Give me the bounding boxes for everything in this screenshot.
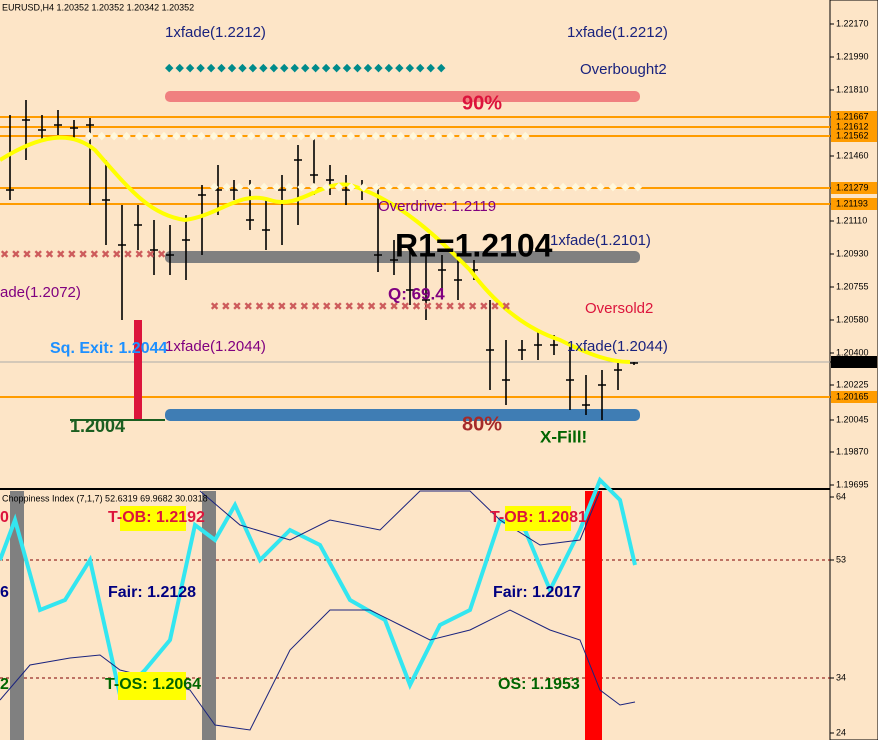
r1-label: R1=1.2104 (395, 227, 553, 263)
t-os-label: T-OS: 1.2064 (105, 676, 201, 693)
price-label: 1.21193 (836, 198, 868, 208)
price-label: 1.20225 (836, 379, 869, 389)
dotted-markers: ◆◆◆◆◆◆◆◆◆◆◆◆◆◆◆◆◆◆◆◆◆◆◆◆◆◆◆ ✖✖✖✖✖✖✖✖✖✖✖✖… (0, 62, 646, 313)
price-label: 1.20045 (836, 414, 869, 424)
price-label: 1.20352 (836, 356, 869, 366)
fade-label: 1xfade(1.2212) (165, 24, 266, 41)
fade-label: 1xfade(1.2212) (567, 24, 668, 41)
price-label: 1.21810 (836, 84, 869, 94)
pct-label: 80% (462, 413, 502, 435)
fair-label: Fair: 1.2017 (493, 584, 581, 601)
indicator-panel: Choppiness Index (7,1,7) 52.6319 69.9682… (0, 476, 830, 740)
price-label: 1.20165 (836, 391, 869, 401)
t-ob-label: T-OB: 1.2081 (490, 509, 587, 526)
fade-label: 1xfade(1.2044) (165, 338, 266, 355)
svg-text:◆◆◆◆◆◆◆◆◆◆◆◆◆◆◆◆◆◆◆◆◆◆◆◆◆◆◆◆◆◆: ◆◆◆◆◆◆◆◆◆◆◆◆◆◆◆◆◆◆◆◆◆◆◆◆◆◆◆◆◆◆◆◆◆◆◆ (210, 181, 646, 193)
zone-80 (165, 409, 640, 421)
svg-text:◆◆◆◆◆◆◆◆◆◆◆◆◆◆◆◆◆◆◆◆◆◆◆◆◆◆◆◆◆◆: ◆◆◆◆◆◆◆◆◆◆◆◆◆◆◆◆◆◆◆◆◆◆◆◆◆◆◆◆◆◆◆◆◆◆◆◆ (85, 130, 534, 142)
x-fill-label: X-Fill! (540, 427, 587, 446)
sq-exit-label: Sq. Exit: 1.2044 (50, 340, 167, 357)
q-label: Q: 69.4 (388, 284, 445, 303)
price-label: 1.22170 (836, 18, 869, 28)
price-box (831, 130, 877, 142)
price-box (831, 182, 877, 194)
indicator-axis-label: 53 (836, 554, 846, 564)
overdrive-label: Overdrive: 1.2119 (378, 198, 496, 215)
indicator-axis-label: 34 (836, 672, 846, 682)
price-label: 1.21562 (836, 130, 869, 140)
svg-text:✖✖✖✖✖✖✖✖✖✖✖✖✖✖✖: ✖✖✖✖✖✖✖✖✖✖✖✖✖✖✖ (0, 249, 168, 261)
cut-label: 0 (0, 509, 9, 526)
price-label: 1.21612 (836, 121, 869, 131)
zone-r1 (165, 251, 640, 263)
price-box (831, 356, 877, 368)
os-label: OS: 1.1953 (498, 676, 580, 693)
indicator-axis-label: 64 (836, 491, 846, 501)
price-label: 1.21667 (836, 111, 869, 121)
fair-label: Fair: 1.2128 (108, 584, 196, 601)
exit-bar (134, 320, 142, 420)
price-label: 1.21460 (836, 150, 869, 160)
price-label: 1.20400 (836, 347, 869, 357)
price-label: 1.20930 (836, 248, 869, 258)
indicator-title: Choppiness Index (7,1,7) 52.6319 69.9682… (2, 493, 208, 503)
symbol-header: EURUSD,H4 1.20352 1.20352 1.20342 1.2035… (2, 2, 194, 12)
price-label: 1.19870 (836, 446, 869, 456)
annotations: EURUSD,H4 1.20352 1.20352 1.20342 1.2035… (0, 2, 668, 446)
price-label: 1.21990 (836, 51, 869, 61)
cut-label: 6 (0, 584, 9, 601)
indicator-axis-label: 24 (836, 727, 846, 737)
pct-label: 90% (462, 92, 502, 114)
price-box (831, 198, 877, 210)
t-ob-label: T-OB: 1.2192 (108, 509, 205, 526)
svg-text:✖✖✖✖✖✖✖✖✖✖✖✖✖✖✖✖✖✖✖✖✖✖✖✖✖✖✖: ✖✖✖✖✖✖✖✖✖✖✖✖✖✖✖✖✖✖✖✖✖✖✖✖✖✖✖ (210, 301, 513, 313)
fade-label: ade(1.2072) (0, 284, 81, 301)
low-level-label: 1.2004 (70, 416, 125, 436)
fade-label: 1xfade(1.2044) (567, 338, 668, 355)
price-box (831, 391, 877, 403)
price-box (831, 111, 877, 123)
price-label: 1.19695 (836, 479, 869, 489)
oversold-label: Oversold2 (585, 300, 653, 317)
cut-label: 2 (0, 676, 9, 693)
indicator-axis-labels: 64 53 34 24 (830, 491, 846, 737)
fade-label: 1xfade(1.2101) (550, 232, 651, 249)
price-label: 1.21110 (836, 215, 867, 225)
price-axis-labels: 1.22170 1.21990 1.21810 1.216671.216121.215… (830, 18, 877, 489)
price-label: 1.20755 (836, 281, 869, 291)
zone-90 (165, 91, 640, 102)
price-label: 1.20580 (836, 314, 869, 324)
overbought-label: Overbought2 (580, 61, 667, 78)
moving-average (0, 135, 631, 364)
price-label: 1.21279 (836, 182, 869, 192)
svg-text:◆◆◆◆◆◆◆◆◆◆◆◆◆◆◆◆◆◆◆◆◆◆◆◆◆◆◆: ◆◆◆◆◆◆◆◆◆◆◆◆◆◆◆◆◆◆◆◆◆◆◆◆◆◆◆ (165, 62, 447, 74)
